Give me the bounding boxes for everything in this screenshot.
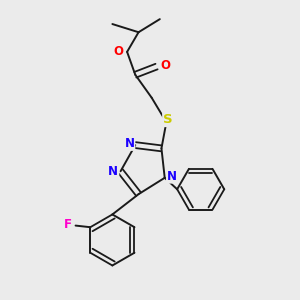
Text: O: O [161,59,171,72]
Text: N: N [108,165,118,178]
Text: N: N [124,137,134,150]
Text: N: N [167,170,177,183]
Text: O: O [113,45,123,58]
Text: S: S [163,113,173,126]
Text: F: F [64,218,72,231]
